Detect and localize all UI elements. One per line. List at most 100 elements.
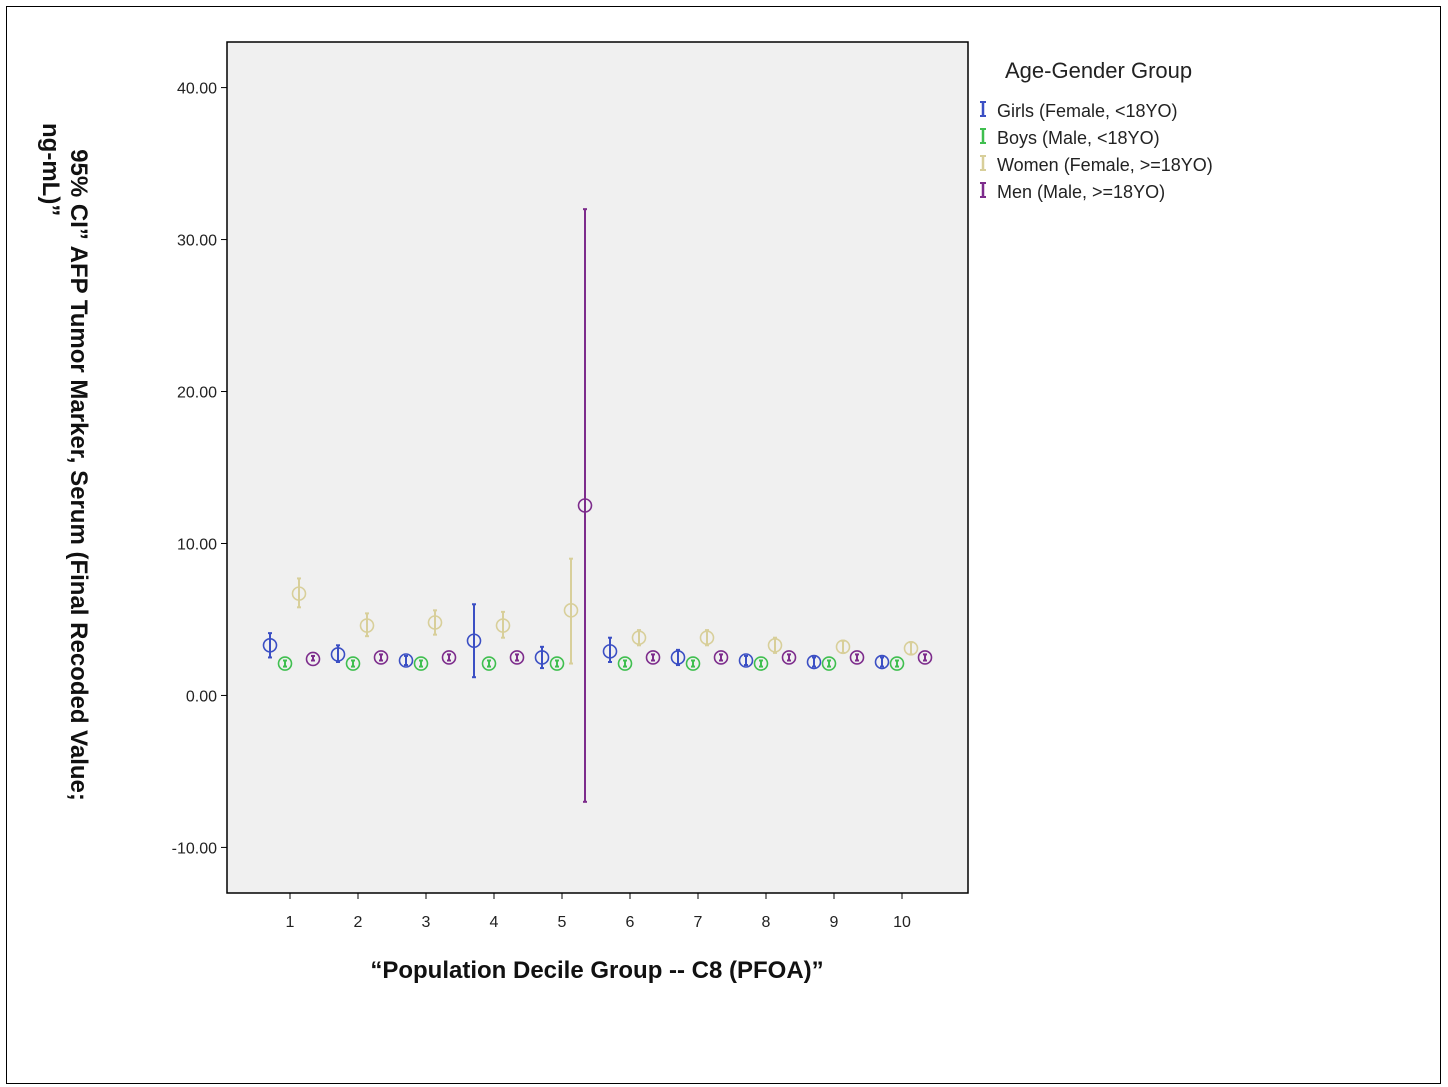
mean-marker (781, 650, 797, 665)
mean-marker (738, 653, 754, 668)
legend-label: Women (Female, >=18YO) (997, 155, 1213, 175)
mean-marker (645, 650, 661, 665)
mean-marker (917, 650, 933, 665)
x-tick-label: 8 (762, 914, 771, 931)
error-bar-group (398, 653, 414, 668)
mean-marker (670, 650, 686, 665)
mean-marker (466, 633, 482, 649)
mean-marker (849, 650, 865, 665)
x-tick-label: 1 (286, 914, 295, 931)
mean-marker (563, 603, 579, 618)
error-bar-group (835, 639, 851, 655)
error-bar-group (466, 603, 482, 679)
error-bar-group (685, 656, 701, 671)
error-bar-group (305, 651, 321, 667)
x-tick-label: 5 (558, 914, 567, 931)
mean-marker (699, 630, 715, 646)
mean-marker (481, 656, 497, 671)
legend-label: Boys (Male, <18YO) (997, 128, 1160, 148)
x-tick-label: 9 (830, 914, 839, 931)
legend-label: Men (Male, >=18YO) (997, 182, 1165, 202)
y-tick-label: 30.00 (177, 233, 217, 250)
x-tick-label: 10 (893, 914, 911, 931)
mean-marker (291, 586, 307, 601)
error-bar-group (373, 650, 389, 665)
mean-marker (767, 637, 783, 653)
x-axis: 1 2 3 4 5 6 7 8 9 10 (286, 893, 911, 931)
error-bar-group (670, 648, 686, 667)
error-bar-group (330, 644, 346, 664)
mean-marker (277, 656, 293, 671)
legend: Age-Gender Group Girls (Female, <18YO) Bo… (980, 58, 1213, 202)
legend-item: Women (Female, >=18YO) (980, 155, 1213, 175)
mean-marker (441, 650, 457, 665)
legend-title: Age-Gender Group (1005, 58, 1192, 83)
y-axis-title: 95% CI” AFP Tumor Marker, Serum (Final R… (37, 123, 92, 801)
legend-item: Boys (Male, <18YO) (980, 128, 1160, 148)
y-tick-label: 20.00 (177, 385, 217, 402)
mean-marker (373, 650, 389, 665)
error-bar-group (549, 656, 565, 671)
error-bar-group (631, 629, 647, 647)
y-axis-title-line-2: ng-mL)” (37, 123, 64, 216)
error-bar-group (889, 656, 905, 671)
error-bar-group (713, 650, 729, 665)
mean-marker (806, 654, 822, 670)
legend-item: Girls (Female, <18YO) (980, 101, 1178, 121)
error-bar-group (874, 654, 890, 670)
plot-area (226, 41, 969, 894)
error-bar-group (563, 557, 579, 665)
mean-marker (713, 650, 729, 665)
mean-marker (534, 650, 550, 665)
error-bar-group (345, 656, 361, 671)
mean-marker (359, 618, 375, 633)
error-bar-group (821, 656, 837, 671)
legend-label: Girls (Female, <18YO) (997, 101, 1178, 121)
mean-marker (631, 630, 647, 646)
mean-marker (427, 615, 443, 630)
mean-marker (495, 618, 511, 633)
mean-marker (345, 656, 361, 671)
mean-marker (821, 656, 837, 671)
x-axis-title: “Population Decile Group -- C8 (PFOA)” (370, 957, 823, 984)
data-marks (262, 208, 933, 803)
mean-marker (413, 656, 429, 671)
x-tick-label: 4 (490, 914, 499, 931)
error-bar-group (767, 636, 783, 654)
mean-marker (305, 651, 321, 667)
error-bar-group (602, 636, 618, 664)
error-bar-group (917, 650, 933, 665)
x-tick-label: 6 (626, 914, 635, 931)
mean-marker (889, 656, 905, 671)
error-bar-group (291, 577, 307, 609)
mean-marker (685, 656, 701, 671)
error-bar-group (413, 656, 429, 671)
error-bar-group (645, 650, 661, 665)
error-bar-group (427, 609, 443, 636)
mean-marker (753, 656, 769, 671)
y-tick-label: 40.00 (177, 81, 217, 98)
mean-marker (398, 653, 414, 668)
mean-marker (330, 647, 346, 662)
error-bar-group (849, 650, 865, 665)
mean-marker (903, 641, 919, 656)
legend-item: Men (Male, >=18YO) (980, 182, 1165, 202)
legend-items: Girls (Female, <18YO) Boys (Male, <18YO) W… (980, 101, 1213, 202)
error-bar-group (534, 645, 550, 670)
error-bar-group (806, 654, 822, 670)
mean-marker (262, 637, 278, 653)
error-bar-group (277, 656, 293, 671)
error-bar-group (481, 656, 497, 671)
y-tick-label: -10.00 (172, 840, 217, 857)
error-bar-group (753, 656, 769, 671)
mean-marker (874, 654, 890, 670)
y-axis-title-line-1: 95% CI” AFP Tumor Marker, Serum (Final R… (65, 149, 92, 801)
error-bar-group (903, 641, 919, 656)
mean-marker (549, 656, 565, 671)
error-bar-group (577, 208, 593, 803)
mean-marker (835, 639, 851, 655)
error-bar-group (781, 650, 797, 665)
error-bar-group (359, 612, 375, 638)
error-bar-group (262, 632, 278, 659)
